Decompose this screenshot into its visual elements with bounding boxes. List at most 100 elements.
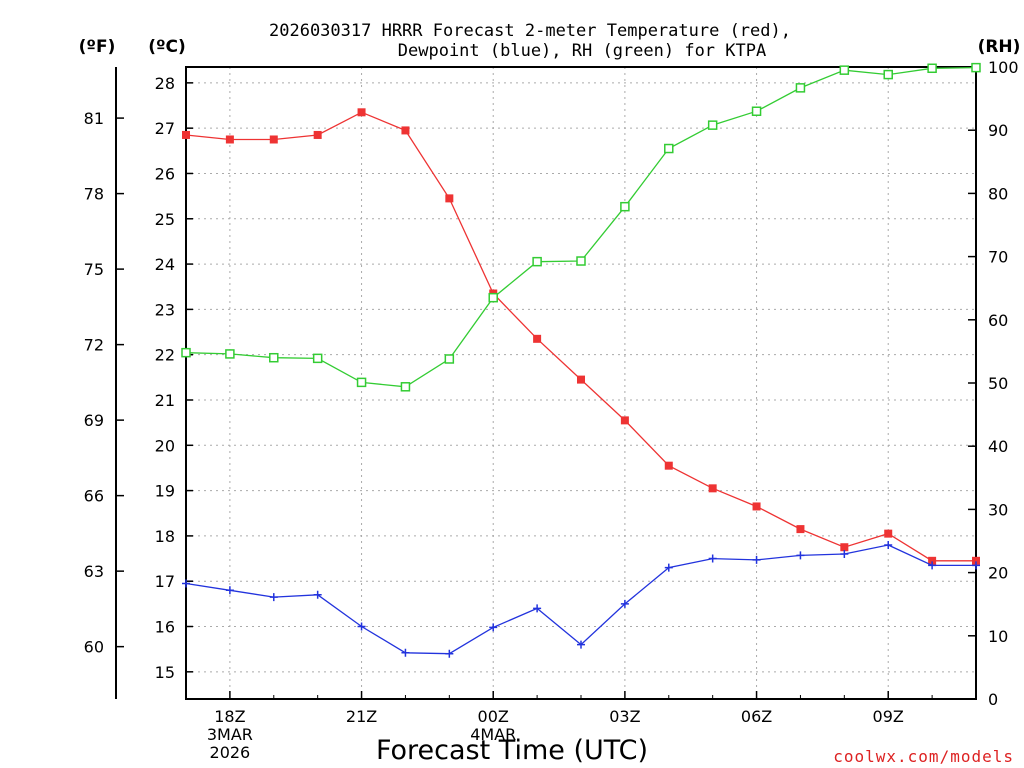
dewpoint-point xyxy=(928,561,937,570)
rh-point xyxy=(400,382,411,392)
rh-tick-label: 20 xyxy=(988,564,1008,583)
dewpoint-point xyxy=(533,604,542,613)
celsius-tick-label: 25 xyxy=(155,210,175,229)
celsius-tick-label: 16 xyxy=(155,618,175,637)
rh-point xyxy=(312,353,323,364)
dewpoint-point xyxy=(884,540,893,549)
rh-tick-label: 10 xyxy=(988,627,1008,646)
celsius-tick-label: 22 xyxy=(155,346,175,365)
temperature-point xyxy=(313,130,322,139)
temperature-point xyxy=(620,416,629,425)
rh-line xyxy=(185,66,977,388)
temperature-point xyxy=(269,135,278,144)
dewpoint-point xyxy=(708,554,717,563)
fahrenheit-tick-label: 78 xyxy=(84,185,104,204)
rh-point xyxy=(620,201,630,212)
temperature-line xyxy=(185,111,976,562)
rh-point xyxy=(664,143,674,154)
celsius-tick-label: 18 xyxy=(155,527,175,546)
x-date-label: 3MAR xyxy=(207,725,253,744)
rh-point xyxy=(883,69,893,80)
dewpoint-point xyxy=(357,622,366,631)
rh-point xyxy=(488,292,498,303)
temperature-point xyxy=(840,543,849,552)
rh-unit-label: (RH) xyxy=(978,37,1021,57)
rh-point xyxy=(927,63,937,74)
celsius-unit-label: (ºC) xyxy=(148,37,186,57)
rh-point xyxy=(751,106,762,116)
fahrenheit-tick-label: 81 xyxy=(84,109,104,128)
temperature-point xyxy=(182,130,190,139)
x-tick-label: 00Z xyxy=(478,707,509,726)
rh-point xyxy=(576,256,586,266)
chart-title-line1: 2026030317 HRRR Forecast 2-meter Tempera… xyxy=(269,21,791,41)
temperature-point xyxy=(577,375,585,384)
dewpoint-point xyxy=(577,640,585,649)
rh-tick-label: 30 xyxy=(988,500,1008,519)
rh-point xyxy=(356,377,367,388)
temperature-point xyxy=(928,556,937,565)
dewpoint-point xyxy=(313,590,322,599)
dewpoint-line xyxy=(185,544,976,655)
x-tick-label: 21Z xyxy=(346,707,377,726)
fahrenheit-ticks: 60 63 66 69 72 75 78 81 xyxy=(84,109,124,657)
temperature-point xyxy=(752,502,761,511)
rh-point xyxy=(971,62,981,73)
dewpoint-point xyxy=(269,593,278,602)
fahrenheit-tick-label: 75 xyxy=(84,260,104,279)
x-axis-title: Forecast Time (UTC) xyxy=(376,735,648,766)
rh-tick-label: 100 xyxy=(988,58,1019,77)
dewpoint-point xyxy=(401,648,410,657)
x-tick-label: 18Z xyxy=(214,707,245,726)
celsius-tick-label: 20 xyxy=(155,436,175,455)
celsius-tick-label: 28 xyxy=(155,74,175,93)
celsius-tick-label: 17 xyxy=(155,572,175,591)
rh-point xyxy=(532,256,542,267)
rh-tick-label: 80 xyxy=(988,184,1008,203)
temperature-point xyxy=(708,484,717,493)
rh-point xyxy=(795,83,806,93)
temperature-point xyxy=(533,334,542,343)
celsius-tick-label: 26 xyxy=(155,164,175,183)
dewpoint-point xyxy=(620,599,629,608)
temperature-point xyxy=(445,194,454,203)
watermark: coolwx.com/models xyxy=(833,747,1014,766)
temperature-point xyxy=(972,556,980,565)
series-group xyxy=(181,62,981,658)
rh-tick-label: 50 xyxy=(988,374,1008,393)
rh-point xyxy=(269,352,279,363)
temperature-series xyxy=(182,108,980,565)
rh-tick-label: 40 xyxy=(988,437,1008,456)
temperature-point xyxy=(225,135,234,144)
rh-point xyxy=(225,349,235,359)
dewpoint-point xyxy=(489,623,498,632)
rh-point xyxy=(839,65,850,75)
celsius-tick-label: 23 xyxy=(155,300,175,319)
fahrenheit-tick-label: 63 xyxy=(84,562,104,581)
dewpoint-point xyxy=(664,563,673,572)
temperature-point xyxy=(664,461,673,470)
rh-ticks: 0 10 20 30 40 50 60 70 80 90 100 xyxy=(968,58,1019,709)
x-year-label: 2026 xyxy=(210,743,251,762)
dewpoint-series xyxy=(182,540,980,658)
rh-tick-label: 90 xyxy=(988,121,1008,140)
temperature-point xyxy=(796,525,805,534)
fahrenheit-tick-label: 60 xyxy=(84,638,104,657)
rh-point xyxy=(444,354,455,364)
temperature-point xyxy=(357,108,366,117)
rh-point xyxy=(181,347,191,358)
rh-point xyxy=(707,120,718,130)
dewpoint-point xyxy=(445,649,454,658)
temperature-point xyxy=(401,126,410,135)
celsius-tick-label: 21 xyxy=(155,391,175,410)
temperature-point xyxy=(884,529,893,538)
x-tick-label: 03Z xyxy=(609,707,640,726)
fahrenheit-tick-label: 72 xyxy=(84,336,104,355)
fahrenheit-tick-label: 66 xyxy=(84,487,104,506)
dewpoint-point xyxy=(752,555,761,564)
x-tick-label: 06Z xyxy=(741,707,772,726)
celsius-tick-label: 15 xyxy=(155,663,175,682)
chart-title-line2: Dewpoint (blue), RH (green) for KTPA xyxy=(398,41,766,61)
dewpoint-point xyxy=(840,550,849,559)
